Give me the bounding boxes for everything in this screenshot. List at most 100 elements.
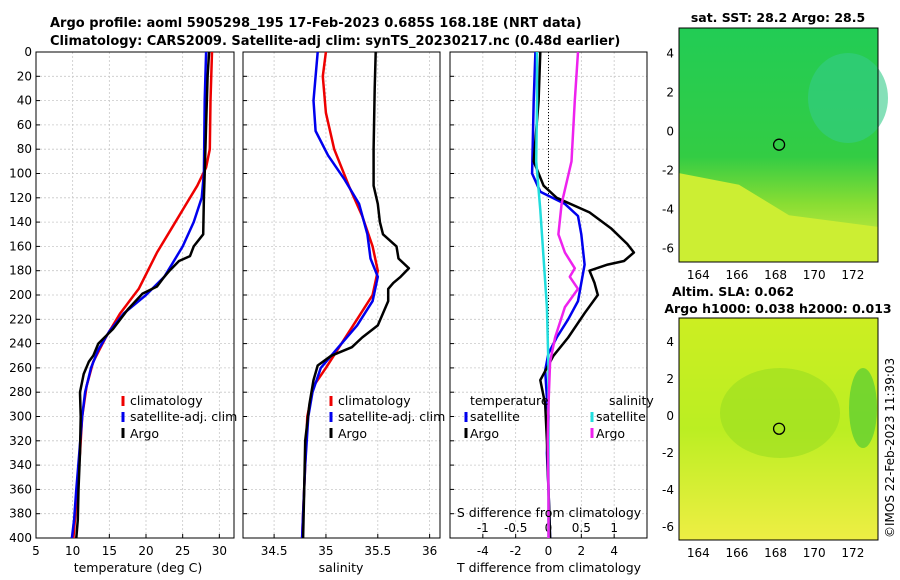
temperature-xlabel: temperature (deg C) [74, 560, 203, 575]
depth-tick-label: 240 [9, 337, 32, 351]
map-lat-label: -6 [662, 241, 674, 255]
temp-xtick-label: 10 [65, 544, 80, 558]
temp-line-argo [75, 51, 211, 539]
legend-clim-label: climatology [130, 393, 203, 408]
sal-legend-argo-label: Argo [338, 426, 367, 441]
sst-cool-patch [808, 53, 888, 143]
diff-xlabel-top: S difference from climatology [457, 505, 642, 520]
depth-tick-label: 380 [9, 507, 32, 521]
depth-tick-label: 160 [9, 239, 32, 253]
diff-legend-tsat-label: satellite [470, 409, 520, 424]
temp-xtick-label: 30 [212, 544, 227, 558]
argo-position-marker [772, 138, 786, 151]
diff-xtick-label: 4 [610, 544, 618, 558]
diff-xtick-label: 0 [545, 544, 553, 558]
sla-map-title2: Argo h1000: 0.038 h2000: 0.013 [664, 301, 891, 316]
temp-series-group [70, 51, 214, 539]
diff-xtick-label: -4 [477, 544, 489, 558]
difference-legend: temperature salinity satellite Argo sate… [464, 393, 654, 441]
legend-temperature-title: temperature [470, 393, 549, 408]
depth-tick-label: 180 [9, 264, 32, 278]
sal-line-argo [301, 51, 411, 539]
map-lat-label: 2 [666, 372, 674, 386]
s-diff-tick-label: -0.5 [504, 521, 527, 535]
figure-title-line1: Argo profile: aoml 5905298_195 17-Feb-20… [50, 16, 582, 31]
temp-axes: 5 10 15 20 25 3002040608010012014016018020022… [9, 45, 235, 558]
sal-legend-clim-label: climatology [338, 393, 411, 408]
map-sla-frame [678, 317, 879, 541]
map-lon-label: 170 [803, 546, 826, 560]
temp-xtick-label: 5 [32, 544, 40, 558]
salinity-panel: 34.5 35 35.5 36 salinity climatology satell… [242, 51, 445, 575]
sal-xtick-label: 35 [318, 544, 333, 558]
depth-tick-label: 40 [17, 94, 32, 108]
depth-tick-label: 200 [9, 288, 32, 302]
map-lon-label: 166 [726, 268, 749, 282]
map-lat-label: -2 [662, 163, 674, 177]
diff-legend-targo-label: Argo [470, 426, 499, 441]
depth-tick-label: 80 [17, 142, 32, 156]
diff-xlabel: T difference from climatology [456, 560, 642, 575]
map-lat-label: 0 [666, 409, 674, 423]
map-lon-label: 166 [726, 546, 749, 560]
map-lon-label: 172 [841, 268, 864, 282]
depth-tick-label: 300 [9, 410, 32, 424]
map-lon-label: 168 [764, 268, 787, 282]
diff-xtick-label: -2 [510, 544, 522, 558]
diff-xtick-label: 2 [578, 544, 586, 558]
salinity-legend: climatology satellite-adj. clim Argo [329, 393, 445, 441]
depth-tick-label: 400 [9, 531, 32, 545]
depth-tick-label: 260 [9, 361, 32, 375]
s-diff-tick-label: -1 [477, 521, 489, 535]
temp-xtick-label: 20 [138, 544, 153, 558]
depth-tick-label: 320 [9, 434, 32, 448]
sla-map: Altim. SLA: 0.062 Argo h1000: 0.038 h200… [662, 284, 892, 560]
legend-salinity-title: salinity [609, 393, 654, 408]
sla-east-patch [849, 368, 877, 448]
temp-xtick-label: 25 [175, 544, 190, 558]
argo-position-marker [772, 422, 786, 435]
diff-legend-sargo-label: Argo [596, 426, 625, 441]
map-lat-label: 4 [666, 335, 674, 349]
sst-map: sat. SST: 28.2 Argo: 28.5 164 166 168 170 17… [662, 10, 888, 282]
sla-map-title1: Altim. SLA: 0.062 [672, 284, 794, 299]
sal-xtick-label: 36 [422, 544, 437, 558]
map-lon-label: 164 [687, 546, 710, 560]
temp-xtick-label: 15 [102, 544, 117, 558]
diff-series-group [530, 51, 636, 539]
map-lon-label: 172 [841, 546, 864, 560]
diff-line-temperature-argo [532, 51, 636, 539]
diff-line-salinity-argo [546, 51, 580, 538]
map-lat-label: 0 [666, 124, 674, 138]
sla-low-patch [720, 368, 840, 458]
s-diff-tick-label: 1 [610, 521, 618, 535]
map-lat-label: -2 [662, 446, 674, 460]
figure-title-line2: Climatology: CARS2009. Satellite-adj cli… [50, 34, 620, 49]
depth-tick-label: 360 [9, 482, 32, 496]
map-lon-label: 168 [764, 546, 787, 560]
sal-legend-sat-label: satellite-adj. clim [338, 409, 445, 424]
map-lat-label: 2 [666, 85, 674, 99]
map-lat-label: -4 [662, 202, 674, 216]
depth-tick-label: 280 [9, 385, 32, 399]
temperature-legend: climatology satellite-adj. clim Argo [121, 393, 237, 441]
depth-tick-label: 100 [9, 167, 32, 181]
s-diff-tick-label: 0.5 [572, 521, 591, 535]
sal-series-group [300, 51, 411, 539]
map-lat-label: 4 [666, 46, 674, 60]
temperature-panel: 5 10 15 20 25 3002040608010012014016018020022… [9, 45, 237, 575]
legend-argo-label: Argo [130, 426, 159, 441]
sal-xtick-label: 34.5 [261, 544, 288, 558]
sst-map-title: sat. SST: 28.2 Argo: 28.5 [691, 10, 865, 25]
sal-axes: 34.5 35 35.5 36 [242, 51, 441, 558]
map-lat-label: -6 [662, 520, 674, 534]
depth-tick-label: 140 [9, 215, 32, 229]
depth-tick-label: 0 [24, 45, 32, 59]
depth-tick-label: 20 [17, 69, 32, 83]
imos-watermark: ©IMOS 22-Feb-2023 11:39:03 [883, 358, 897, 538]
map-lon-label: 164 [687, 268, 710, 282]
map-lat-label: -4 [662, 483, 674, 497]
salinity-xlabel: salinity [319, 560, 364, 575]
depth-tick-label: 60 [17, 118, 32, 132]
